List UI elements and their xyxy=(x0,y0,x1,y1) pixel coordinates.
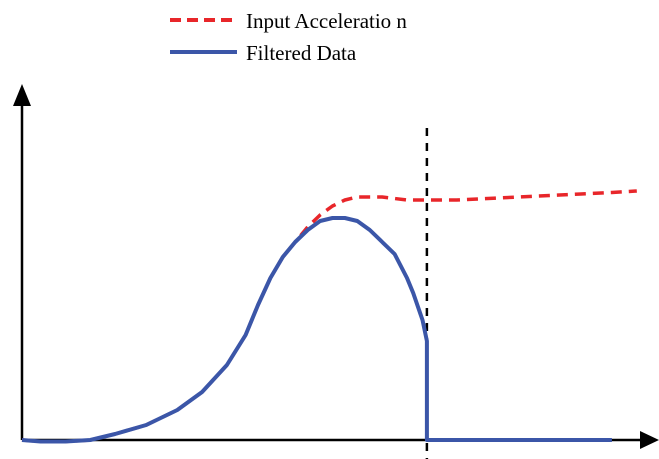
legend-label-input-acceleration: Input Acceleratio n xyxy=(246,9,407,33)
legend-label-filtered-data: Filtered Data xyxy=(246,41,357,65)
series-line-filtered-data xyxy=(21,216,612,444)
axes xyxy=(13,84,659,449)
legend: Input Acceleratio n Filtered Data xyxy=(170,9,407,65)
series-line-input-acceleration xyxy=(21,189,637,444)
series-layer xyxy=(21,189,637,444)
x-axis-arrow-icon xyxy=(640,431,659,449)
y-axis-arrow-icon xyxy=(13,84,31,106)
